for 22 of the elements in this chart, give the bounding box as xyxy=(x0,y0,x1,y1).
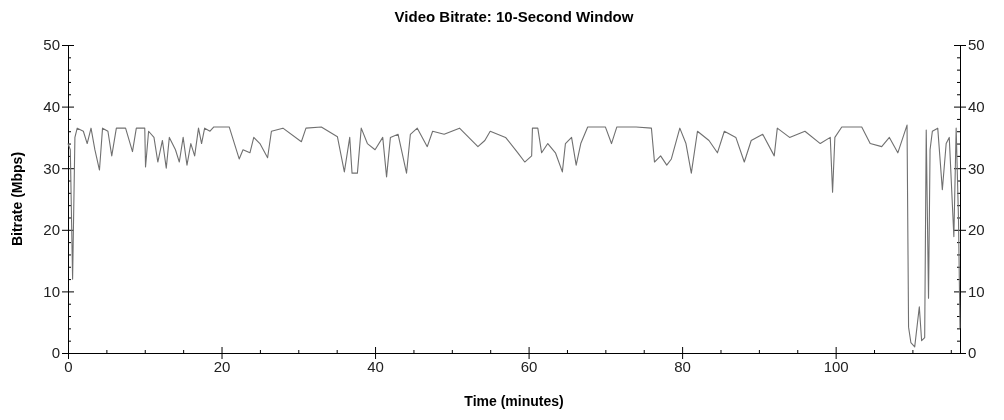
x-axis-title: Time (minutes) xyxy=(464,393,564,409)
y-tick-label: 0 xyxy=(51,344,60,362)
y2-tick-label: 50 xyxy=(968,36,985,54)
x-tick-label: 60 xyxy=(520,357,538,375)
y-tick-label: 20 xyxy=(43,221,60,239)
y-tick-label: 10 xyxy=(43,282,60,300)
y-tick-label: 30 xyxy=(43,159,60,177)
y2-tick-label: 20 xyxy=(968,221,985,239)
y2-tick-label: 30 xyxy=(968,159,985,177)
y2-tick-label: 10 xyxy=(968,282,985,300)
x-tick-label: 80 xyxy=(674,357,691,375)
y-tick-label: 50 xyxy=(43,36,60,54)
y2-tick-label: 0 xyxy=(968,344,977,362)
y2-tick-label: 40 xyxy=(968,97,985,115)
line-series xyxy=(67,124,961,348)
y-tick-label: 40 xyxy=(43,97,60,115)
chart-title: Video Bitrate: 10-Second Window xyxy=(394,8,634,25)
x-tick-label: 100 xyxy=(823,357,849,375)
x-tick-label: 40 xyxy=(367,357,384,375)
y-axis-title: Bitrate (Mbps) xyxy=(9,151,25,247)
x-tick-label: 0 xyxy=(64,357,73,375)
x-tick-label: 20 xyxy=(213,357,231,375)
